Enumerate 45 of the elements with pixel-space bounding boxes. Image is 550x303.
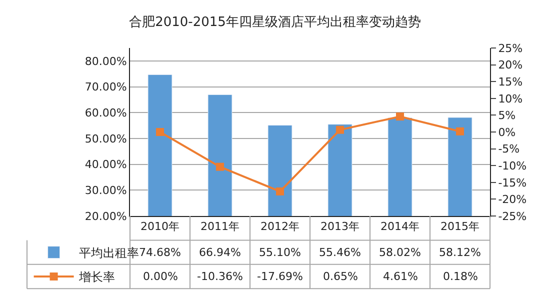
y2-tick-label: 5%: [498, 109, 516, 122]
x-tick-label: 2013年: [320, 220, 360, 234]
point: [456, 127, 464, 136]
x-tick-label: 2010年: [140, 220, 180, 234]
x-tick-label: 2015年: [440, 220, 480, 234]
y-tick-label: 30.00%: [84, 184, 127, 197]
data-label: 55.10%: [259, 246, 301, 259]
data-label: 4.61%: [383, 270, 418, 283]
y-tick-label: 80.00%: [84, 54, 127, 68]
x-tick-label: 2011年: [200, 220, 240, 234]
data-label: 66.94%: [199, 246, 241, 259]
y2-tick-label: -25%: [498, 210, 527, 223]
data-label: -10.36%: [197, 270, 243, 283]
legend-label: 平均出租率: [78, 246, 139, 260]
y2-tick-label: 10%: [498, 92, 523, 106]
data-label: 58.02%: [379, 246, 421, 259]
y-tick-label: 50.00%: [84, 132, 127, 146]
y2-tick-label: 25%: [498, 42, 523, 55]
data-label: 58.12%: [439, 246, 481, 259]
point: [216, 162, 224, 171]
y2-tick-label: 20%: [498, 58, 523, 72]
data-label: 55.46%: [319, 246, 361, 259]
y-tick-label: 20.00%: [84, 210, 127, 223]
y2-tick-label: -5%: [498, 142, 520, 156]
y2-tick-label: -20%: [498, 193, 527, 206]
data-label: -17.69%: [257, 270, 303, 283]
y2-tick-label: -15%: [498, 176, 527, 190]
y-tick-label: 60.00%: [84, 106, 127, 120]
y2-tick-label: 0%: [498, 126, 516, 139]
data-label: 0.65%: [323, 270, 358, 283]
point: [156, 128, 164, 136]
legend-label: 增长率: [78, 270, 115, 284]
x-tick-label: 2012年: [260, 220, 300, 234]
point: [276, 187, 284, 196]
chart-title: 合肥2010-2015年四星级酒店平均出租率变动趋势: [129, 14, 421, 30]
y2-tick-label: 15%: [498, 75, 523, 88]
point: [396, 112, 404, 121]
y2-tick-label: -10%: [498, 159, 527, 172]
data-label: 74.68%: [139, 246, 181, 259]
y-tick-label: 70.00%: [84, 80, 127, 94]
point: [336, 126, 344, 134]
data-label: 0.00%: [143, 270, 178, 283]
data-label: 0.18%: [443, 270, 478, 283]
y-tick-label: 40.00%: [84, 158, 127, 172]
x-tick-label: 2014年: [380, 220, 420, 234]
